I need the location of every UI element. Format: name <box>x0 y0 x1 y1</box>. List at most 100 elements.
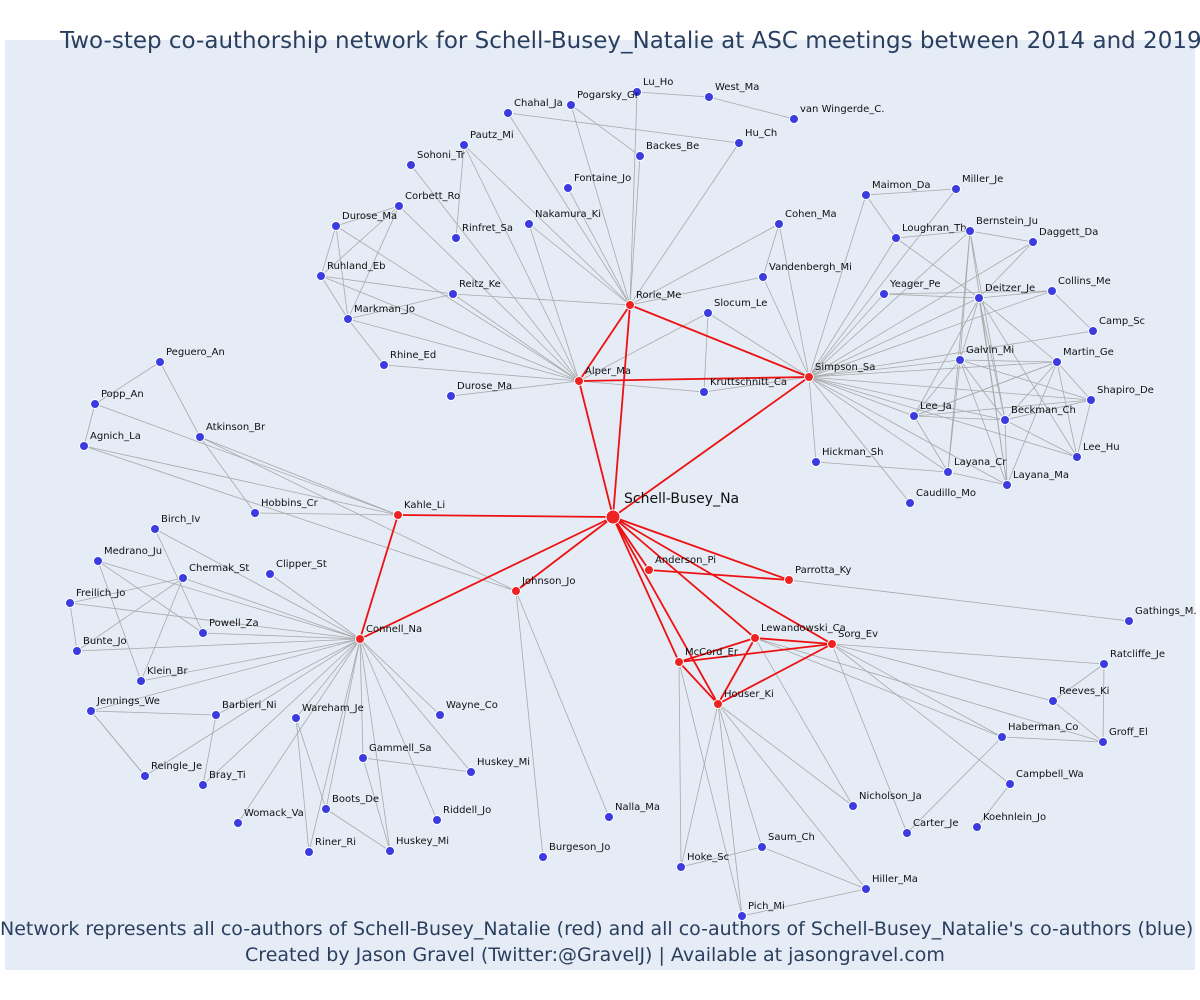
focal-node[interactable] <box>605 509 621 525</box>
coauthor-node[interactable] <box>511 586 521 596</box>
second-step-node[interactable] <box>1047 286 1057 296</box>
second-step-edge <box>347 205 400 320</box>
second-step-node[interactable] <box>435 710 445 720</box>
second-step-node[interactable] <box>524 219 534 229</box>
second-step-node[interactable] <box>406 160 416 170</box>
second-step-node[interactable] <box>198 628 208 638</box>
second-step-node[interactable] <box>446 391 456 401</box>
coauthor-node[interactable] <box>713 699 723 709</box>
second-step-node[interactable] <box>291 713 301 723</box>
second-step-node[interactable] <box>1002 480 1012 490</box>
coauthor-node[interactable] <box>393 510 403 520</box>
second-step-node[interactable] <box>604 812 614 822</box>
coauthor-node[interactable] <box>784 575 794 585</box>
coauthor-node[interactable] <box>827 639 837 649</box>
coauthor-node[interactable] <box>625 300 635 310</box>
second-step-node[interactable] <box>943 467 953 477</box>
node-layer: Schell-Busey_Na Rorie_Me Alper_Ma Simpson_S… <box>65 77 1197 921</box>
second-step-node[interactable] <box>997 732 1007 742</box>
node-label: Deitzer_Je <box>985 283 1035 294</box>
second-step-node[interactable] <box>891 233 901 243</box>
coauthor-node[interactable] <box>355 634 365 644</box>
second-step-node[interactable] <box>1028 237 1038 247</box>
second-step-node[interactable] <box>909 411 919 421</box>
second-step-node[interactable] <box>965 226 975 236</box>
coauthor-node[interactable] <box>804 372 814 382</box>
second-step-node[interactable] <box>385 846 395 856</box>
second-step-node[interactable] <box>758 272 768 282</box>
second-step-node[interactable] <box>1124 616 1134 626</box>
second-step-node[interactable] <box>905 498 915 508</box>
second-step-node[interactable] <box>737 911 747 921</box>
coauthor-node[interactable] <box>750 633 760 643</box>
second-step-node[interactable] <box>1052 357 1062 367</box>
second-step-node[interactable] <box>789 114 799 124</box>
second-step-node[interactable] <box>676 862 686 872</box>
second-step-node[interactable] <box>632 87 642 97</box>
second-step-node[interactable] <box>566 100 576 110</box>
second-step-node[interactable] <box>1048 696 1058 706</box>
second-step-node[interactable] <box>563 183 573 193</box>
second-step-node[interactable] <box>466 767 476 777</box>
coauthor-node[interactable] <box>674 657 684 667</box>
second-step-node[interactable] <box>757 842 767 852</box>
second-step-node[interactable] <box>955 355 965 365</box>
second-step-node[interactable] <box>265 569 275 579</box>
second-step-node[interactable] <box>811 457 821 467</box>
second-step-node[interactable] <box>90 399 100 409</box>
second-step-node[interactable] <box>195 432 205 442</box>
second-step-node[interactable] <box>972 822 982 832</box>
second-step-node[interactable] <box>1098 737 1108 747</box>
second-step-node[interactable] <box>703 308 713 318</box>
second-step-node[interactable] <box>861 884 871 894</box>
second-step-node[interactable] <box>1000 415 1010 425</box>
second-step-node[interactable] <box>503 108 513 118</box>
second-step-node[interactable] <box>635 151 645 161</box>
second-step-node[interactable] <box>1005 779 1015 789</box>
second-step-node[interactable] <box>902 828 912 838</box>
second-step-node[interactable] <box>379 360 389 370</box>
second-step-node[interactable] <box>343 314 353 324</box>
second-step-node[interactable] <box>233 818 243 828</box>
second-step-node[interactable] <box>211 710 221 720</box>
coauthor-node[interactable] <box>574 376 584 386</box>
second-step-node[interactable] <box>704 92 714 102</box>
second-step-node[interactable] <box>304 847 314 857</box>
second-step-node[interactable] <box>432 815 442 825</box>
second-step-node[interactable] <box>538 852 548 862</box>
second-step-node[interactable] <box>155 357 165 367</box>
second-step-node[interactable] <box>734 138 744 148</box>
second-step-node[interactable] <box>150 524 160 534</box>
second-step-node[interactable] <box>316 271 326 281</box>
second-step-node[interactable] <box>848 801 858 811</box>
second-step-node[interactable] <box>448 289 458 299</box>
second-step-node[interactable] <box>1086 395 1096 405</box>
second-step-node[interactable] <box>72 646 82 656</box>
coauthor-node[interactable] <box>644 565 654 575</box>
second-step-node[interactable] <box>65 598 75 608</box>
second-step-node[interactable] <box>774 219 784 229</box>
second-step-node[interactable] <box>86 706 96 716</box>
second-step-node[interactable] <box>1088 326 1098 336</box>
second-step-node[interactable] <box>951 184 961 194</box>
second-step-node[interactable] <box>861 190 871 200</box>
second-step-node[interactable] <box>250 508 260 518</box>
second-step-node[interactable] <box>1072 452 1082 462</box>
second-step-node[interactable] <box>459 140 469 150</box>
second-step-node[interactable] <box>140 771 150 781</box>
second-step-node[interactable] <box>93 556 103 566</box>
second-step-node[interactable] <box>79 441 89 451</box>
second-step-node[interactable] <box>699 387 709 397</box>
second-step-node[interactable] <box>394 201 404 211</box>
second-step-node[interactable] <box>974 293 984 303</box>
second-step-node[interactable] <box>358 753 368 763</box>
second-step-node[interactable] <box>321 804 331 814</box>
second-step-node[interactable] <box>451 233 461 243</box>
second-step-node[interactable] <box>1099 659 1109 669</box>
second-step-node[interactable] <box>136 676 146 686</box>
second-step-node[interactable] <box>178 573 188 583</box>
second-step-node[interactable] <box>331 221 341 231</box>
second-step-node[interactable] <box>879 289 889 299</box>
second-step-node[interactable] <box>198 780 208 790</box>
